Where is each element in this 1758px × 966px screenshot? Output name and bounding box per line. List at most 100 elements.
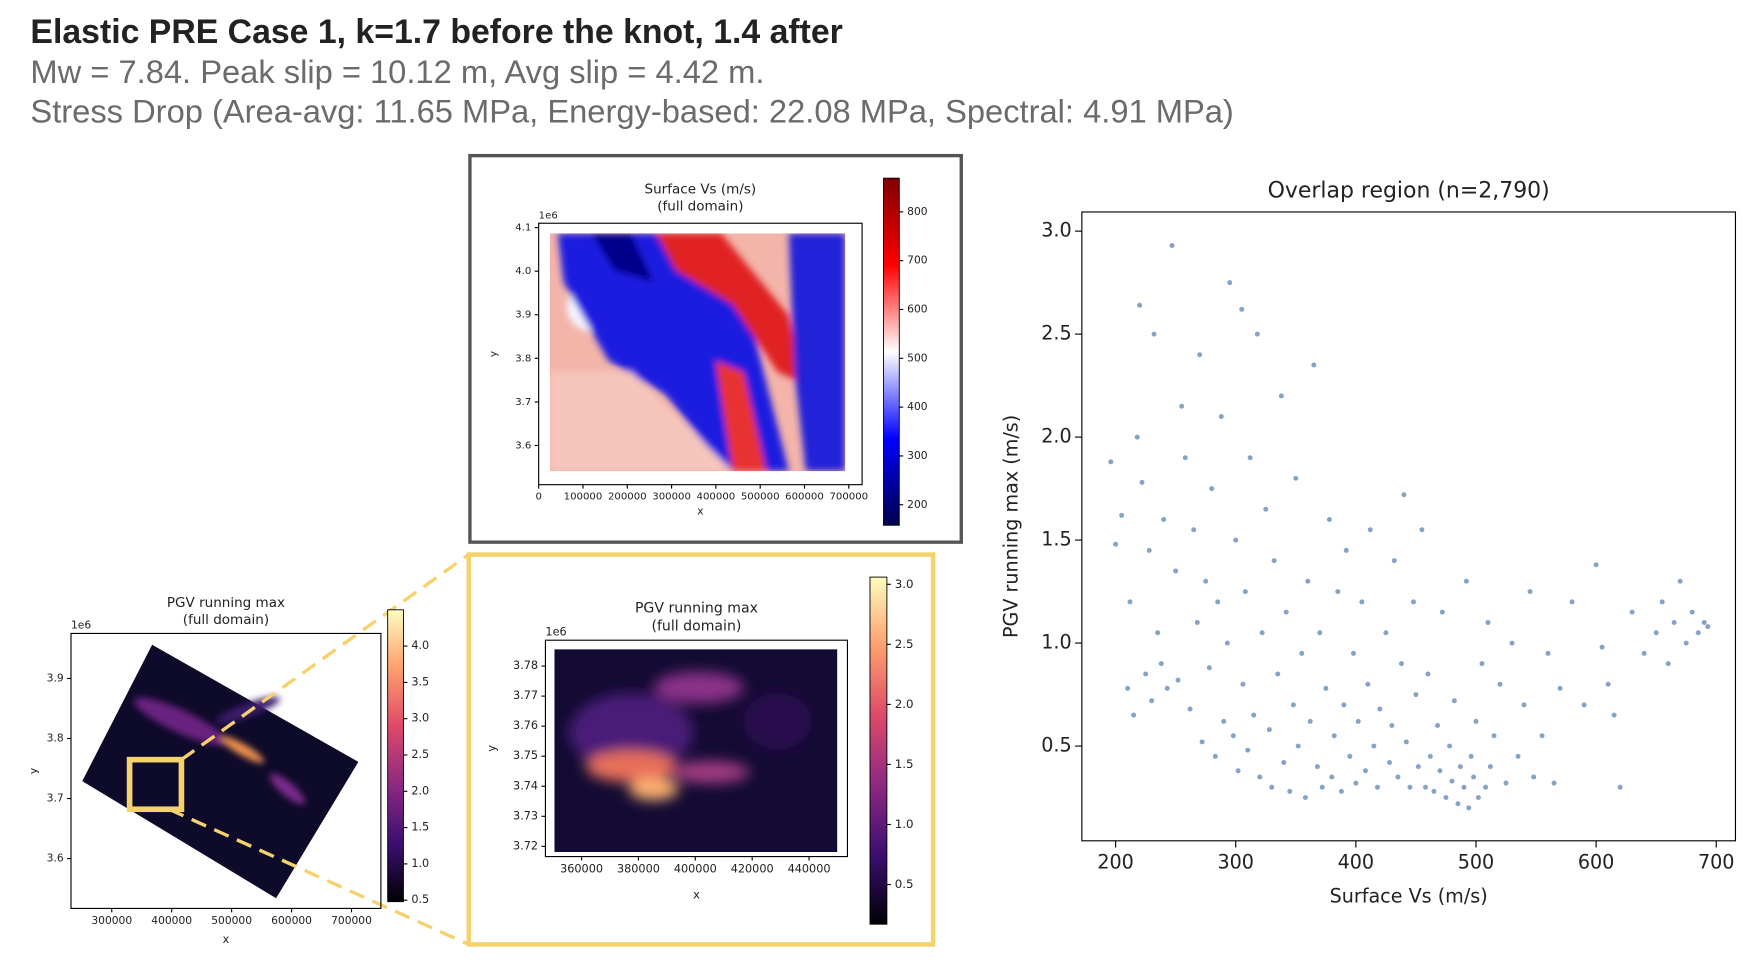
- scatter-point: [1362, 768, 1368, 774]
- scatter-point: [1581, 702, 1587, 708]
- x-tick-label: 700000: [829, 492, 868, 503]
- scatter-point: [1455, 801, 1461, 807]
- scatter-point: [1251, 712, 1257, 718]
- scatter-point: [1125, 685, 1131, 691]
- scatter-point: [1329, 774, 1335, 780]
- scatter-point: [1599, 644, 1605, 650]
- axis-offset: 1e6: [539, 210, 558, 221]
- scatter-point: [1423, 784, 1429, 790]
- scatter-point: [1271, 558, 1277, 564]
- scatter-point: [1259, 630, 1265, 636]
- scatter-point: [1457, 764, 1463, 770]
- scatter-point: [1701, 619, 1707, 625]
- colorbar-tick-label: 1.5: [411, 821, 429, 834]
- scatter-point: [1395, 774, 1401, 780]
- scatter-point: [1257, 774, 1263, 780]
- x-tick-label: 300000: [91, 914, 132, 927]
- scatter-point: [1485, 619, 1491, 625]
- scatter-point: [1695, 630, 1701, 636]
- scatter-point: [1224, 640, 1230, 646]
- x-tick-label: 600000: [271, 914, 312, 927]
- scatter-point: [1127, 599, 1133, 605]
- y-tick-label: 4.1: [515, 223, 531, 234]
- x-tick-label: 440000: [788, 863, 831, 876]
- zoom-frame: [466, 552, 936, 947]
- colorbar-tick-label: 3.0: [411, 712, 429, 725]
- scatter-point: [1355, 718, 1361, 724]
- colorbar-tick-label: 1.0: [411, 857, 429, 870]
- x-tick-label: 600000: [785, 492, 824, 503]
- scatter-point: [1343, 547, 1349, 553]
- scatter-point: [1173, 568, 1179, 574]
- scatter-point: [1527, 589, 1533, 595]
- y-tick-label: 1.5: [1041, 528, 1071, 551]
- scatter-point: [1545, 650, 1551, 656]
- x-tick-label: 360000: [560, 863, 603, 876]
- scatter-point: [1557, 685, 1563, 691]
- colorbar-tick-label: 1.0: [895, 817, 914, 831]
- scatter-point: [1269, 784, 1275, 790]
- x-tick-label: 600: [1578, 850, 1615, 873]
- scatter-point: [1611, 712, 1617, 718]
- scatter-point: [1539, 733, 1545, 739]
- colorbar-tick-label: 400: [907, 400, 928, 413]
- x-tick-label: 400000: [151, 914, 192, 927]
- colorbar: [387, 609, 404, 903]
- colorbar-tick-label: 2.5: [895, 637, 914, 651]
- scatter-point: [1266, 727, 1272, 733]
- scatter-point: [1427, 753, 1433, 759]
- scatter-point: [1391, 558, 1397, 564]
- scatter-point: [1323, 685, 1329, 691]
- summary-line: Mw = 7.84. Peak slip = 10.12 m, Avg slip…: [30, 53, 764, 90]
- scatter-point: [1175, 677, 1181, 683]
- scatter-point: [1212, 753, 1218, 759]
- scatter-point: [1311, 362, 1317, 368]
- scatter-point: [1475, 795, 1481, 801]
- scatter-point: [1353, 780, 1359, 786]
- scatter-point: [1319, 784, 1325, 790]
- heatmap-image: [554, 649, 838, 853]
- scatter-point: [1119, 512, 1125, 518]
- scatter-point: [1254, 331, 1260, 337]
- scatter-point: [1191, 527, 1197, 533]
- colorbar-tick-label: 700: [907, 254, 928, 267]
- scatter-point: [1307, 718, 1313, 724]
- scatter-point: [1263, 506, 1269, 512]
- y-tick-label: 1.0: [1041, 631, 1071, 654]
- scatter-point: [1531, 774, 1537, 780]
- scatter-point: [1158, 661, 1164, 667]
- scatter-point: [1569, 599, 1575, 605]
- colorbar-tick-label: 200: [907, 498, 928, 511]
- y-axis-label: PGV running max (m/s): [999, 415, 1022, 638]
- x-tick-label: 420000: [731, 863, 774, 876]
- scatter-point: [1503, 780, 1509, 786]
- scatter-point: [1443, 795, 1449, 801]
- scatter-point: [1146, 547, 1152, 553]
- y-tick-label: 3.75: [513, 749, 538, 762]
- colorbar-tick-label: 600: [907, 302, 928, 315]
- y-axis-label: y: [489, 351, 500, 357]
- axes-frame: [544, 639, 849, 858]
- scatter-point: [1335, 589, 1341, 595]
- scatter-point: [1605, 681, 1611, 687]
- axes-frame: [538, 222, 863, 486]
- scatter-point: [1419, 527, 1425, 533]
- scatter-point: [1187, 706, 1193, 712]
- scatter-point: [1411, 599, 1416, 605]
- colorbar-tick-label: 0.5: [411, 893, 429, 906]
- y-tick-label: 2.5: [1041, 322, 1071, 345]
- y-tick-label: 3.8: [47, 732, 64, 745]
- heatmap-image: [82, 644, 359, 899]
- chart-subtitle: (full domain): [651, 618, 741, 634]
- x-axis-label: x: [693, 887, 700, 901]
- scatter-point: [1671, 619, 1677, 625]
- x-tick-label: 200000: [608, 492, 647, 503]
- scatter-point: [1326, 517, 1332, 522]
- chart-title: Surface Vs (m/s): [645, 181, 757, 197]
- colorbar: [883, 177, 900, 526]
- y-tick-label: 3.6: [47, 852, 64, 865]
- y-tick-label: 3.77: [513, 689, 538, 702]
- y-axis-label: y: [485, 745, 498, 752]
- scatter-point: [1487, 764, 1493, 770]
- scatter-point: [1483, 784, 1489, 790]
